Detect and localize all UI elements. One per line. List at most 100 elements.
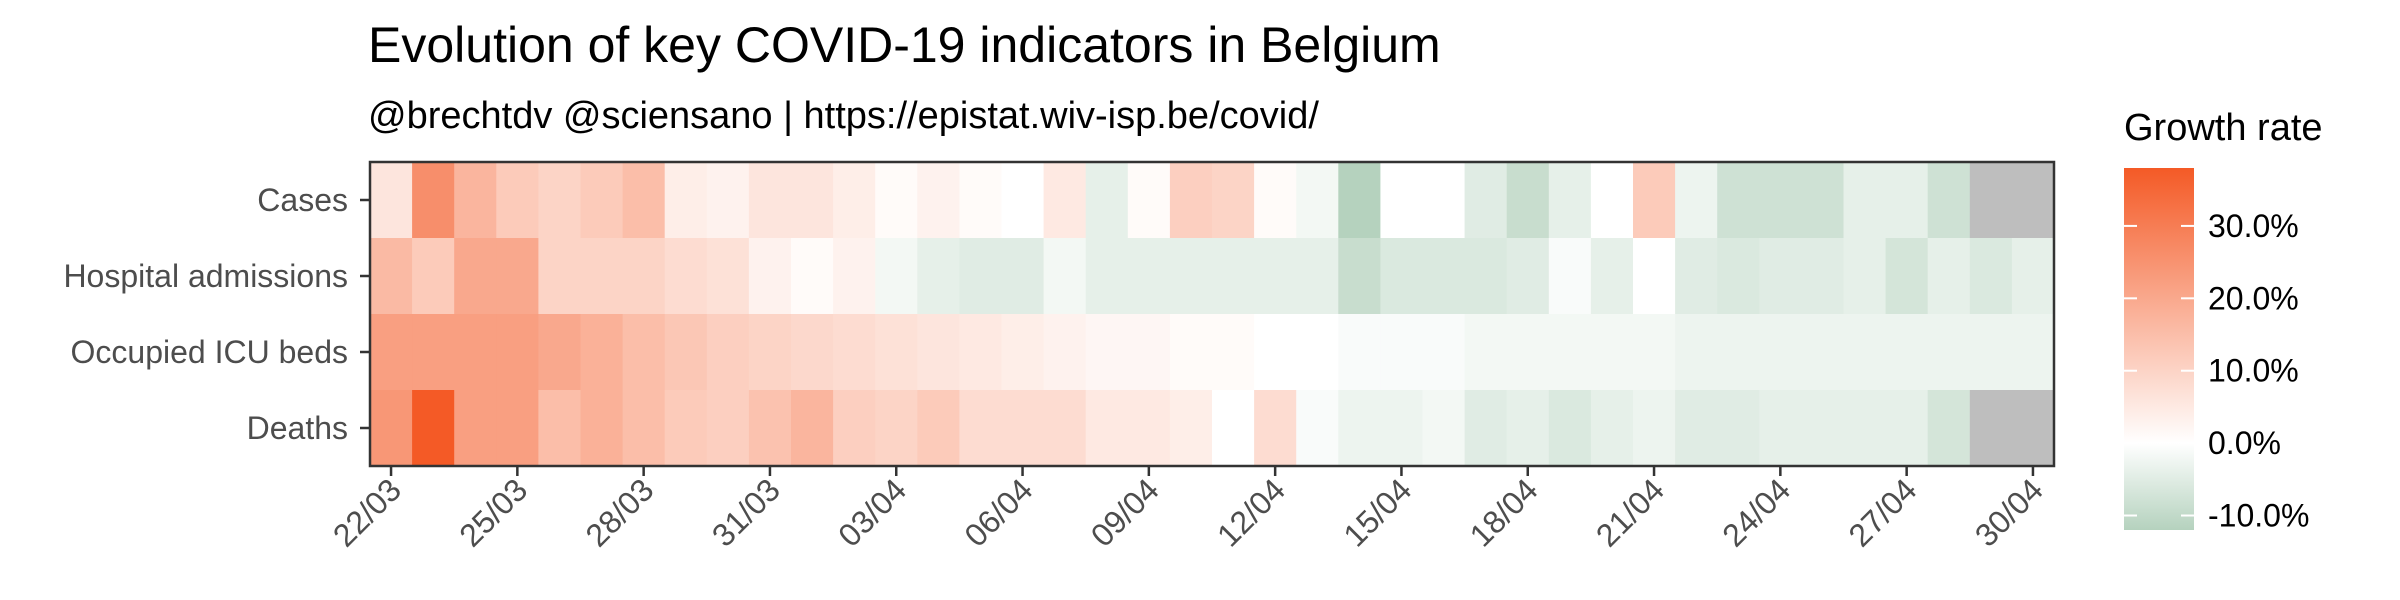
heatmap-cell — [538, 390, 582, 467]
heatmap-cell — [1043, 314, 1087, 391]
heatmap-cell — [1380, 162, 1424, 239]
heatmap-cell — [875, 238, 918, 315]
heatmap-cell — [1885, 162, 1929, 239]
heatmap-cell — [1801, 238, 1845, 315]
heatmap-cell — [1927, 390, 1971, 467]
heatmap-cell — [1212, 390, 1255, 467]
heatmap-cell — [1633, 238, 1676, 315]
heatmap-cell — [1422, 390, 1466, 467]
heatmap-cell — [1296, 390, 1339, 467]
row-label: Occupied ICU beds — [71, 334, 348, 370]
heatmap-cell — [833, 162, 876, 239]
legend-label: 0.0% — [2208, 425, 2281, 461]
heatmap-cell — [370, 390, 413, 467]
heatmap-cell — [791, 238, 834, 315]
heatmap-cell — [1801, 162, 1845, 239]
heatmap-cell — [1506, 162, 1550, 239]
heatmap-cell — [1633, 162, 1676, 239]
heatmap-cell — [1296, 314, 1339, 391]
heatmap-cell — [580, 390, 624, 467]
heatmap-cell — [2011, 162, 2055, 239]
heatmap-cell — [1127, 314, 1171, 391]
heatmap-cell — [622, 238, 666, 315]
x-tick-label: 06/04 — [957, 471, 1039, 553]
heatmap-cell — [1001, 314, 1045, 391]
heatmap-cell — [706, 162, 750, 239]
heatmap-cell — [496, 162, 539, 239]
heatmap-cell — [454, 238, 497, 315]
legend-label: 10.0% — [2208, 353, 2299, 389]
legend-title: Growth rate — [2124, 107, 2323, 149]
heatmap-cell — [1885, 390, 1929, 467]
heatmap-cell — [1927, 314, 1971, 391]
heatmap-cell — [622, 314, 666, 391]
row-label: Hospital admissions — [63, 258, 348, 294]
legend-ticks: 30.0% 20.0% 10.0% 0.0% -10.0% — [2124, 208, 2309, 534]
chart-subtitle: @brechtdv @sciensano | https://epistat.w… — [368, 95, 1319, 137]
heatmap-cell — [622, 162, 666, 239]
heatmap-cell — [1127, 238, 1171, 315]
heatmap-cell — [1506, 314, 1550, 391]
heatmap-cell — [748, 238, 792, 315]
heatmap-cell — [580, 162, 624, 239]
heatmap-cell — [1043, 162, 1087, 239]
heatmap-cell — [454, 162, 497, 239]
x-tick-label: 18/04 — [1463, 471, 1545, 553]
x-tick-label: 22/03 — [326, 471, 408, 553]
x-tick-label: 25/03 — [452, 471, 534, 553]
heatmap-cell — [833, 390, 876, 467]
heatmap-cell — [2011, 390, 2055, 467]
heatmap-cell — [917, 162, 960, 239]
heatmap-cell — [706, 314, 750, 391]
heatmap-cell — [1043, 390, 1087, 467]
heatmap-cell — [1169, 314, 1213, 391]
heatmap-cell — [1001, 390, 1045, 467]
heatmap-cell — [748, 162, 792, 239]
heatmap-cell — [959, 314, 1003, 391]
heatmap-cell — [1085, 390, 1129, 467]
heatmap-cell — [875, 162, 918, 239]
heatmap-cell — [1548, 314, 1592, 391]
heatmap-cell — [1254, 390, 1297, 467]
heatmap-cell — [580, 238, 624, 315]
heatmap-cell — [538, 314, 582, 391]
heatmap-cell — [1969, 314, 2013, 391]
x-tick-label: 12/04 — [1210, 471, 1292, 553]
heatmap-cell — [833, 314, 876, 391]
heatmap-cell — [1001, 162, 1045, 239]
heatmap-cell — [1759, 390, 1802, 467]
heatmap-cell — [1633, 390, 1676, 467]
heatmap-cell — [1464, 314, 1508, 391]
heatmap-cell — [664, 238, 708, 315]
heatmap-cell — [791, 162, 834, 239]
heatmap-cells — [370, 162, 2055, 467]
heatmap-cell — [1338, 314, 1381, 391]
heatmap-cell — [1717, 162, 1760, 239]
heatmap-cell — [1675, 390, 1718, 467]
heatmap-cell — [1380, 390, 1424, 467]
heatmap-cell — [1969, 238, 2013, 315]
x-tick-label: 15/04 — [1336, 471, 1418, 553]
heatmap-cell — [1927, 238, 1971, 315]
heatmap-cell — [1127, 390, 1171, 467]
heatmap-cell — [1885, 314, 1929, 391]
heatmap-cell — [1001, 238, 1045, 315]
heatmap-cell — [1759, 162, 1802, 239]
heatmap-cell — [622, 390, 666, 467]
heatmap-cell — [959, 238, 1003, 315]
heatmap-cell — [412, 390, 455, 467]
heatmap-cell — [1085, 162, 1129, 239]
heatmap-cell — [791, 314, 834, 391]
x-tick-label: 27/04 — [1842, 471, 1924, 553]
heatmap-cell — [1548, 390, 1592, 467]
heatmap-cell — [1127, 162, 1171, 239]
heatmap-cell — [1464, 162, 1508, 239]
heatmap-cell — [791, 390, 834, 467]
heatmap-cell — [1254, 314, 1297, 391]
heatmap-cell — [875, 390, 918, 467]
heatmap-cell — [1380, 314, 1424, 391]
heatmap-cell — [1422, 162, 1466, 239]
legend-label: 30.0% — [2208, 208, 2299, 244]
heatmap-cell — [538, 162, 582, 239]
heatmap-cell — [454, 314, 497, 391]
